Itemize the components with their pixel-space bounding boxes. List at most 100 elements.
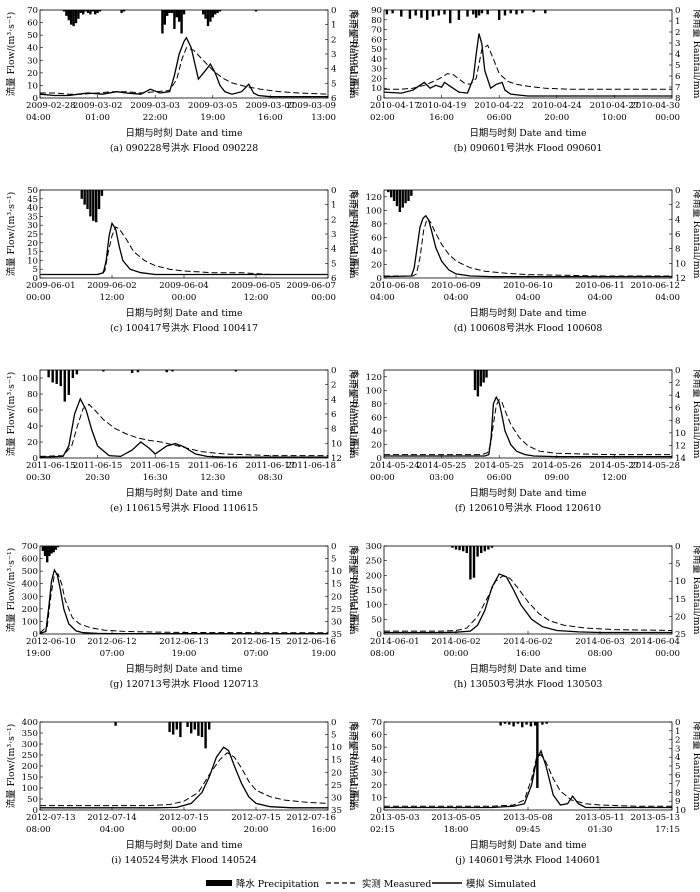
chart-e-y-tick-label: 40 bbox=[27, 422, 38, 432]
chart-c-rain-bar bbox=[97, 190, 101, 210]
chart-f-x-tick-date: 2014-05-26 bbox=[532, 461, 582, 471]
chart-g-rain-bar bbox=[48, 546, 51, 557]
chart-f-x-tick-time: 00:00 bbox=[370, 473, 395, 483]
chart-i-x-tick-date: 2012-07-14 bbox=[87, 813, 137, 823]
chart-i-rain-tick-label: 15 bbox=[331, 756, 342, 766]
chart-b-rain-bar bbox=[443, 10, 446, 15]
chart-d-x-tick-time: 04:00 bbox=[655, 293, 680, 303]
chart-a-y-tick-label: 60 bbox=[27, 19, 38, 29]
chart-a-y-tick-label: 20 bbox=[27, 69, 38, 79]
chart-d-x-tick-date: 2010-06-11 bbox=[575, 281, 625, 291]
chart-j-x-tick-time: 09:45 bbox=[516, 825, 541, 835]
chart-b-rain-bar bbox=[515, 10, 518, 15]
chart-c-y-tick-label: 25 bbox=[27, 230, 38, 240]
chart-c-y-tick-label: 50 bbox=[27, 186, 38, 196]
chart-c-rain-bar bbox=[80, 190, 83, 199]
chart-panel-d: 0 20 40 60 80 100 120 0 2 4 6 8 10 12 2010-06-08 04:00 2… bbox=[349, 186, 700, 334]
chart-e-y-tick-label: 60 bbox=[27, 406, 38, 416]
chart-a-rain-bar bbox=[65, 10, 68, 16]
chart-d-rain-bar bbox=[401, 190, 404, 208]
chart-a-plot-frame bbox=[39, 9, 329, 99]
chart-panel-a: 0 10 20 30 40 50 60 70 0 1 2 3 4 5 6 2009-02-28 04:00 200… bbox=[5, 6, 359, 154]
chart-h-rain-bar bbox=[476, 546, 479, 557]
chart-f-y-axis-label: 流量 Flow/(m³·s⁻¹) bbox=[349, 372, 361, 457]
chart-j-rain-tick-label: 3 bbox=[675, 744, 680, 754]
chart-b-x-tick-time: 06:00 bbox=[487, 113, 512, 123]
chart-a-x-tick-date: 2009-03-05 bbox=[188, 101, 238, 111]
chart-b-rain-bar bbox=[509, 10, 512, 14]
chart-h-rain-axis-label: 降雨量 Rainfall/mm bbox=[691, 546, 700, 635]
chart-d-rain-tick-label: 12 bbox=[675, 274, 686, 284]
chart-i-y-tick-label: 400 bbox=[22, 718, 38, 728]
chart-g-x-tick-date: 2012-06-16 bbox=[286, 637, 336, 647]
chart-j-rain-tick-label: 0 bbox=[675, 718, 680, 728]
chart-i-y-tick-label: 100 bbox=[22, 784, 38, 794]
chart-h-series-simulated bbox=[384, 573, 672, 634]
chart-a-x-tick-date: 2009-02-28 bbox=[26, 101, 76, 111]
chart-i-x-tick-time: 20:00 bbox=[244, 825, 269, 835]
chart-g-x-tick-date: 2012-06-13 bbox=[159, 637, 209, 647]
chart-a-rain-tick-label: 4 bbox=[331, 65, 337, 75]
chart-d-rain-bar bbox=[404, 190, 407, 204]
chart-c-y-tick-label: 5 bbox=[33, 265, 38, 275]
chart-a-rain-tick-label: 1 bbox=[331, 21, 336, 31]
chart-i-rain-tick-label: 25 bbox=[331, 781, 342, 791]
chart-e-x-axis-label: 日期与时刻 Date and time bbox=[125, 487, 243, 499]
chart-d-y-tick-label: 0 bbox=[377, 274, 382, 284]
chart-e-rain-tick-label: 8 bbox=[331, 425, 336, 435]
chart-d-y-tick-label: 40 bbox=[371, 247, 382, 257]
chart-g-x-tick-date: 2012-06-10 bbox=[26, 637, 76, 647]
chart-i-x-tick-time: 00:00 bbox=[172, 825, 197, 835]
chart-d-rain-bar bbox=[390, 190, 393, 198]
chart-b-rain-tick-label: 8 bbox=[675, 94, 680, 104]
chart-b-rain-bar bbox=[474, 10, 478, 18]
chart-b-rain-bar bbox=[391, 10, 394, 14]
chart-i-y-tick-label: 150 bbox=[22, 773, 38, 783]
chart-e-x-tick-date: 2011-06-18 bbox=[286, 461, 336, 471]
chart-g-series-simulated bbox=[39, 568, 328, 635]
chart-g-y-tick-label: 200 bbox=[22, 605, 38, 615]
chart-g-rain-bar bbox=[41, 546, 45, 552]
chart-a-rain-bar bbox=[77, 10, 80, 19]
chart-h-x-tick-time: 08:00 bbox=[370, 649, 395, 659]
chart-a-rain-tick-label: 2 bbox=[331, 35, 336, 45]
chart-j-rain-tick-label: 4 bbox=[675, 753, 681, 763]
chart-b-x-tick-time: 20:00 bbox=[544, 113, 569, 123]
chart-c-rain-bar bbox=[86, 190, 89, 210]
chart-e-plot-frame bbox=[39, 369, 329, 459]
chart-i-plot-frame bbox=[39, 721, 329, 811]
chart-f-x-tick-date: 2014-05-24 bbox=[370, 461, 420, 471]
chart-a-x-tick-time: 16:00 bbox=[258, 113, 283, 123]
chart-j-rain-bar bbox=[516, 722, 520, 724]
chart-f-x-tick-date: 2014-05-28 bbox=[630, 461, 680, 471]
chart-f-rain-tick-label: 0 bbox=[675, 366, 680, 376]
chart-c-x-tick-date: 2009-06-01 bbox=[26, 281, 76, 291]
chart-a-x-tick-date: 2009-03-07 bbox=[246, 101, 296, 111]
chart-d-rain-bar bbox=[407, 190, 410, 201]
chart-e-rain-bar bbox=[171, 370, 174, 372]
chart-i-rain-axis-label: 降雨量 Rainfall/mm bbox=[347, 722, 359, 811]
chart-i-rain-bar bbox=[200, 722, 204, 738]
legend-precipitation-label: 降水 Precipitation bbox=[236, 878, 319, 890]
chart-h-rain-bar bbox=[490, 546, 494, 548]
chart-f-x-axis-label: 日期与时刻 Date and time bbox=[469, 487, 587, 499]
chart-i-rain-bar bbox=[190, 722, 193, 734]
chart-e-series-simulated bbox=[39, 397, 328, 458]
chart-e-rain-bar bbox=[63, 370, 66, 402]
chart-c-y-axis-label: 流量 Flow/(m³·s⁻¹) bbox=[5, 192, 17, 277]
chart-a-x-tick-date: 2009-03-09 bbox=[286, 101, 336, 111]
chart-d-rain-tick-label: 8 bbox=[675, 245, 680, 255]
chart-c-y-tick-label: 40 bbox=[27, 204, 38, 214]
chart-f-x-tick-date: 2014-05-27 bbox=[590, 461, 640, 471]
chart-f-y-tick-label: 60 bbox=[371, 413, 382, 423]
chart-f-y-tick-label: 120 bbox=[366, 373, 382, 383]
chart-i-rain-bar bbox=[179, 722, 182, 738]
chart-d-x-tick-date: 2010-06-08 bbox=[370, 281, 420, 291]
chart-a-rain-bar bbox=[82, 10, 85, 15]
chart-e-rain-bar bbox=[55, 370, 58, 384]
chart-b-rain-tick-label: 3 bbox=[675, 39, 680, 49]
chart-j-x-tick-time: 02:15 bbox=[370, 825, 395, 835]
chart-i-rain-tick-label: 30 bbox=[331, 793, 342, 803]
